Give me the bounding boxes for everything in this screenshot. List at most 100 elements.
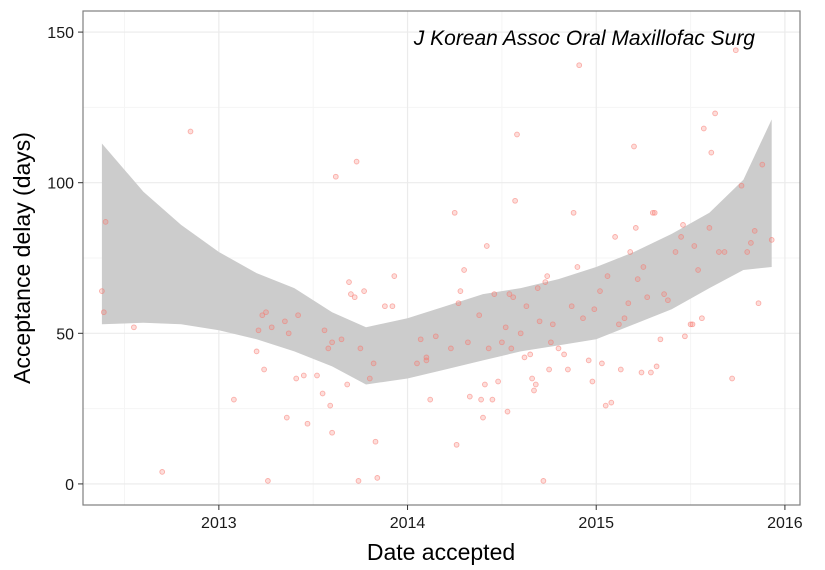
data-point [259, 312, 266, 319]
data-point [542, 279, 549, 285]
data-point [451, 209, 458, 216]
x-tick-label: 2013 [201, 515, 237, 532]
data-point [295, 312, 301, 319]
data-point [576, 62, 583, 69]
data-point [625, 300, 632, 307]
data-point [282, 318, 288, 325]
data-point [512, 197, 518, 204]
data-point [612, 234, 618, 240]
data-point [687, 321, 694, 328]
data-point [427, 396, 434, 403]
data-point [457, 288, 464, 294]
y-tick-label: 150 [47, 25, 74, 42]
data-point [361, 288, 367, 294]
data-point [568, 303, 575, 310]
x-tick-label: 2015 [578, 515, 614, 532]
data-point [491, 291, 498, 297]
data-point [570, 209, 577, 216]
data-point [448, 345, 454, 352]
data-point [131, 324, 137, 331]
data-point [338, 336, 345, 343]
data-point [514, 131, 520, 138]
data-point [536, 318, 543, 325]
data-point [261, 366, 267, 373]
data-point [329, 429, 335, 436]
data-point [738, 182, 745, 189]
data-point [546, 366, 552, 373]
y-tick-label: 0 [65, 477, 74, 494]
data-point [644, 294, 651, 301]
data-point [351, 294, 358, 301]
data-point [608, 399, 615, 406]
data-point [482, 381, 488, 388]
data-point [632, 225, 639, 231]
data-point [461, 267, 467, 273]
data-point [732, 47, 739, 54]
data-point [744, 249, 751, 255]
data-point [706, 225, 713, 231]
data-point [602, 402, 609, 409]
data-point [580, 315, 586, 322]
data-point [657, 336, 664, 343]
data-point [372, 438, 379, 445]
x-tick-label: 2014 [390, 515, 426, 532]
data-point [651, 209, 658, 216]
data-point [348, 291, 354, 297]
data-point [268, 324, 275, 331]
y-axis-ticks: 0 50 100 150 [47, 25, 83, 494]
data-point [689, 321, 696, 328]
y-tick-label: 50 [56, 326, 74, 343]
data-points [99, 47, 775, 484]
data-point [414, 360, 420, 367]
data-point [489, 396, 496, 403]
data-point [265, 478, 271, 484]
data-point [700, 125, 707, 132]
data-point [502, 324, 509, 331]
x-axis-ticks: 2013 2014 2015 2016 [201, 505, 803, 532]
data-point [382, 303, 388, 310]
data-point [346, 279, 352, 285]
data-point [672, 249, 679, 255]
data-point [597, 288, 603, 294]
data-point [187, 128, 194, 135]
data-point [565, 366, 571, 373]
data-point [370, 360, 377, 367]
data-point [285, 330, 292, 337]
data-point [355, 478, 362, 484]
data-point [574, 264, 581, 270]
major-gridlines [83, 11, 800, 505]
data-point [485, 345, 492, 352]
data-point [616, 321, 622, 328]
data-point [680, 222, 686, 228]
y-axis-title: Acceptance delay (days) [9, 132, 35, 384]
data-point [599, 360, 605, 367]
data-point [517, 330, 524, 337]
data-point [640, 264, 647, 270]
data-point [589, 378, 596, 385]
data-point [585, 357, 592, 364]
data-point [432, 333, 439, 340]
data-point [665, 297, 671, 304]
data-point [648, 369, 654, 376]
confidence-band [101, 119, 772, 385]
data-point [304, 420, 311, 427]
data-point [591, 306, 598, 313]
data-point [627, 249, 634, 255]
panel-border [82, 10, 801, 506]
data-point [523, 303, 530, 310]
data-point [389, 303, 396, 310]
y-tick-label: 100 [47, 176, 74, 193]
data-point [544, 273, 551, 279]
data-point [729, 375, 735, 382]
data-point [759, 161, 766, 168]
data-point [476, 312, 483, 319]
data-point [532, 381, 539, 388]
data-point [638, 369, 645, 376]
x-tick-label: 2016 [767, 515, 803, 532]
data-point [653, 363, 660, 370]
data-point [617, 366, 624, 373]
data-point [159, 469, 166, 475]
data-point [417, 336, 424, 343]
data-point [527, 351, 534, 358]
